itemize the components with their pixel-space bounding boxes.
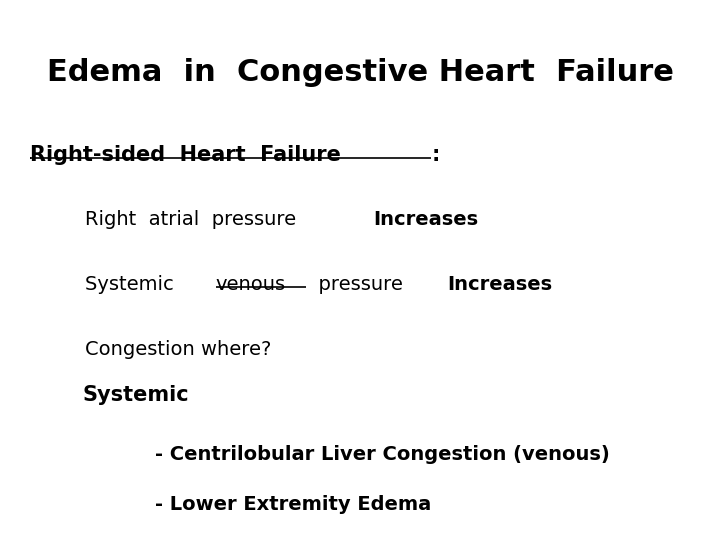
Text: Edema  in  Congestive Heart  Failure: Edema in Congestive Heart Failure: [47, 58, 673, 87]
Text: - Lower Extremity Edema: - Lower Extremity Edema: [155, 495, 431, 514]
Text: Systemic: Systemic: [82, 385, 189, 405]
Text: Congestion where?: Congestion where?: [85, 340, 271, 359]
Text: Right-sided  Heart  Failure: Right-sided Heart Failure: [30, 145, 341, 165]
Text: venous: venous: [216, 275, 286, 294]
Text: - Centrilobular Liver Congestion (venous): - Centrilobular Liver Congestion (venous…: [155, 445, 610, 464]
Text: Increases: Increases: [374, 210, 479, 229]
Text: Systemic: Systemic: [85, 275, 186, 294]
Text: :: :: [431, 145, 439, 165]
Text: Right  atrial  pressure: Right atrial pressure: [85, 210, 309, 229]
Text: pressure: pressure: [306, 275, 415, 294]
Text: Right-sided  Heart  Failure: Right-sided Heart Failure: [0, 539, 1, 540]
Text: Increases: Increases: [447, 275, 552, 294]
